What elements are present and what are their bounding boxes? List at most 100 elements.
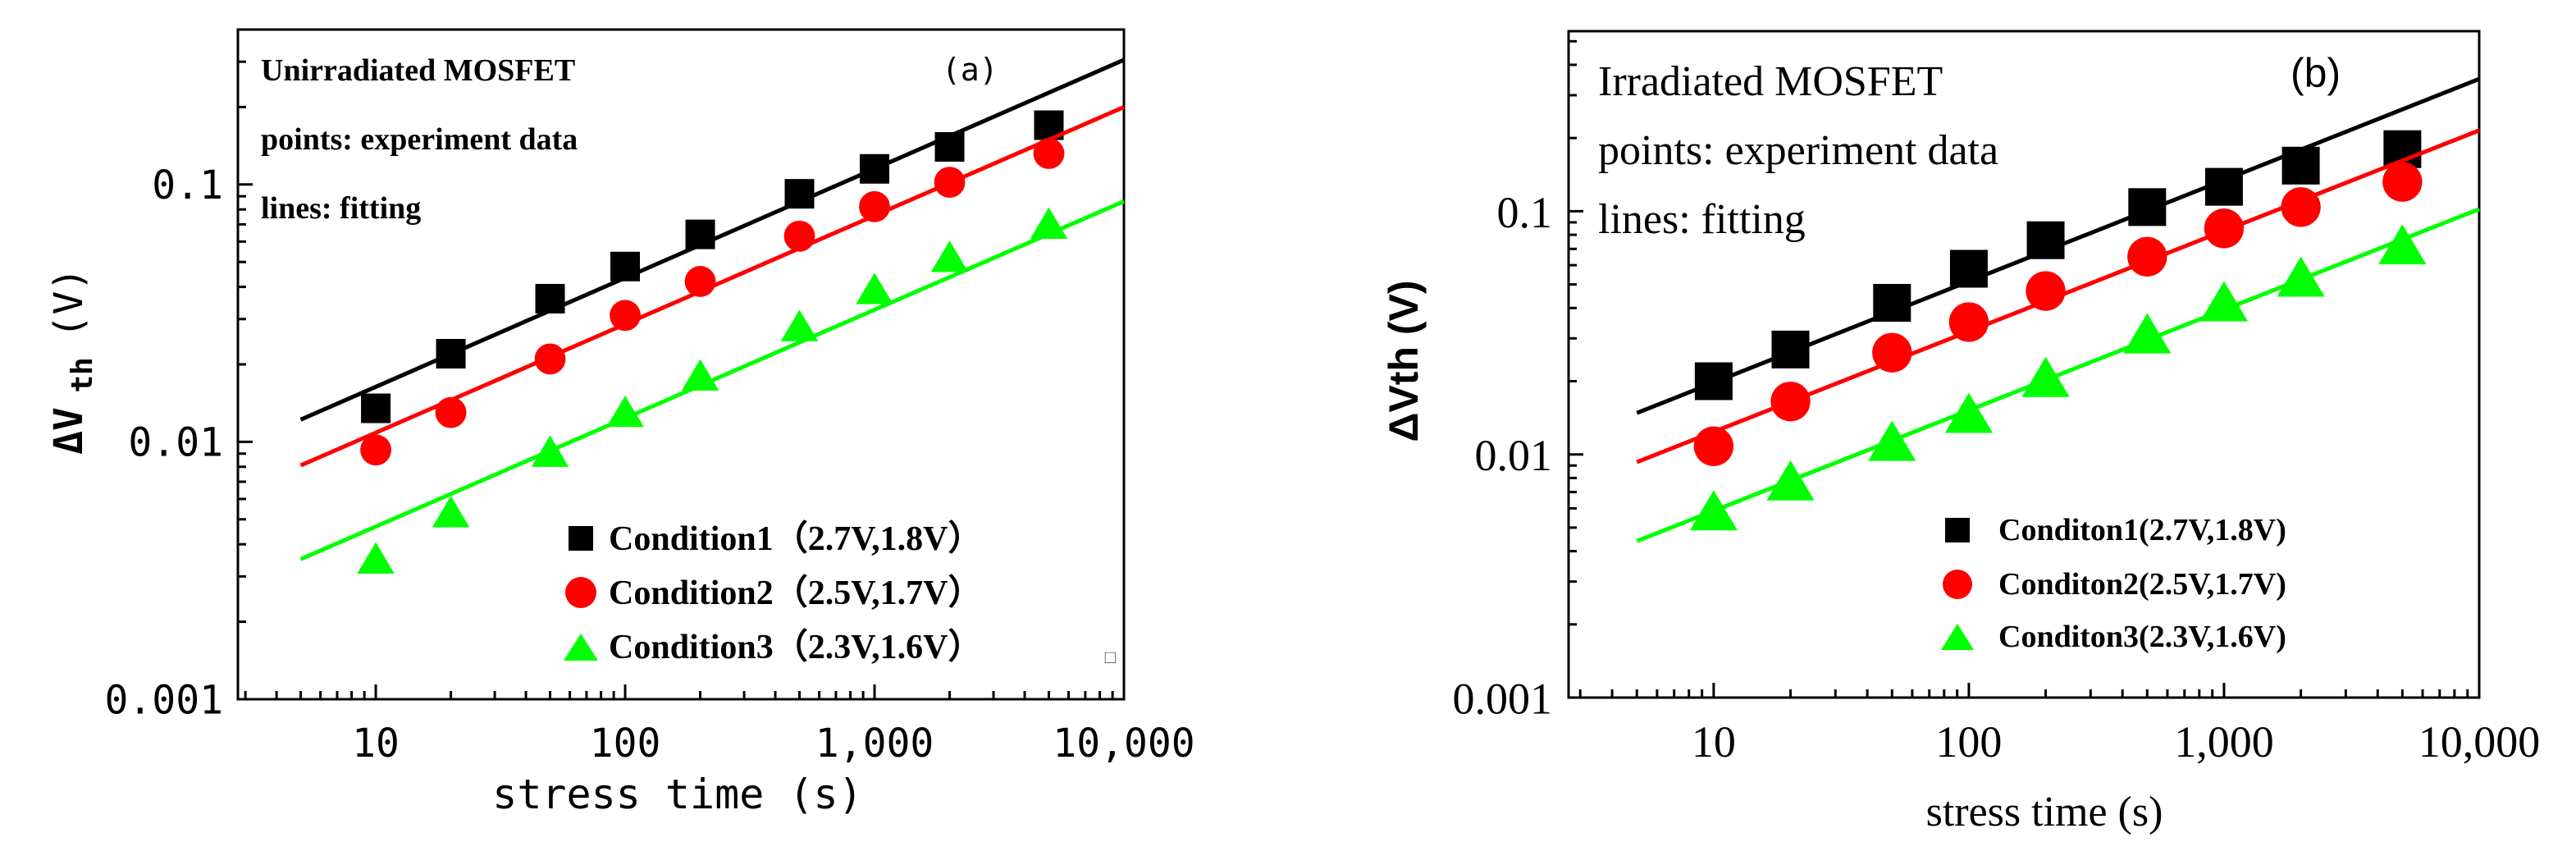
ticks-group-b: 10 100 1,000 10,000 0.001 0.01 0.1 — [1453, 39, 2541, 767]
panel-b-x-tick-label: 10,000 — [2418, 717, 2541, 767]
panel-a-series-2-point — [1033, 138, 1065, 169]
y-axis-label-a-unit: (V) — [46, 268, 92, 339]
panel-b-series-3-point — [2199, 281, 2249, 322]
panel-a-series-1-point — [934, 131, 965, 162]
panel-label-a: (a) — [942, 52, 998, 88]
annotation-a-title: Unirradiated MOSFET — [261, 53, 575, 88]
legend-label-condition1-a: Condition1（2.7V,1.8V） — [609, 519, 982, 558]
panel-a-series-3-point — [357, 542, 395, 574]
panel-a-series-3-point — [531, 435, 569, 467]
panel-b-series-2-point — [2281, 187, 2321, 227]
panel-b-series-3-point — [1689, 490, 1738, 531]
panel-a-series-1-point — [784, 179, 815, 209]
panel-b-series-2-point — [1948, 302, 1989, 342]
chart-panel-a: 10 100 1,000 10,000 0.001 0.01 0.1 Unirradiate… — [46, 28, 1195, 818]
marks-group-b — [1636, 76, 2480, 543]
x-axis-label-a: stress time (s) — [492, 771, 863, 818]
legend-marker-condition1-a — [569, 526, 593, 551]
panel-b-series-1-point — [1694, 362, 1733, 400]
panel-b-y-tick-label: 0.001 — [1453, 674, 1553, 723]
panel-b-series-3-point — [2277, 256, 2325, 297]
x-axis-label-b: stress time (s) — [1926, 789, 2163, 835]
marks-group-a — [299, 57, 1126, 574]
panel-a-series-1-point — [685, 219, 715, 249]
panel-a-series-3-point — [930, 240, 969, 272]
panel-a-series-1-point — [860, 153, 890, 184]
y-axis-label-b: ΔVth (V) — [1381, 280, 1427, 442]
panel-a-series-2-point — [684, 266, 716, 297]
panel-a-x-tick-label: 1,000 — [815, 721, 934, 767]
panel-b-series-3-point — [2378, 224, 2427, 265]
panel-b-series-2-point — [1770, 382, 1811, 422]
annotation-b-title: Irradiated MOSFET — [1598, 58, 1943, 105]
panel-a-series-2-point — [934, 167, 966, 199]
panel-a-series-3-point — [432, 496, 470, 528]
legend-label-condition2-a: Condition2（2.5V,1.7V） — [609, 574, 982, 612]
legend-b: Conditon1(2.7V,1.8V) Conditon2(2.5V,1.7V… — [1941, 513, 2286, 654]
panel-b-series-2-point — [2026, 271, 2066, 311]
panel-a-y-tick-label: 0.01 — [128, 420, 223, 466]
panel-b-series-3-point — [2123, 313, 2172, 354]
panel-b-series-2-point — [1872, 332, 1912, 373]
panel-a-series-1-point — [361, 393, 391, 423]
panel-a-series-3-point — [606, 395, 644, 428]
panel-b-series-1-point — [2128, 188, 2167, 227]
panel-b-series-2-point — [2127, 236, 2167, 277]
panel-a-x-tick-label: 100 — [590, 721, 661, 767]
panel-b-series-3-point — [1868, 420, 1916, 461]
panel-a-series-1-point — [436, 339, 466, 369]
annotation-b-points: points: experiment data — [1598, 127, 1998, 174]
annotation-a-lines: lines: fitting — [261, 191, 421, 226]
panel-a-series-3-point — [856, 272, 893, 304]
panel-b-series-1-point — [1949, 249, 1988, 288]
panel-b-series-3-point — [1944, 392, 1994, 433]
panel-b-series-1-point — [2026, 221, 2065, 259]
panel-a-series-3-point — [681, 359, 719, 391]
panel-a-series-2-point — [435, 396, 467, 428]
legend-label-condition3-b: Conditon3(2.3V,1.6V) — [1998, 620, 2286, 654]
panel-b-series-2-point — [1693, 426, 1734, 466]
legend-label-condition2-b: Conditon2(2.5V,1.7V) — [1998, 567, 2286, 602]
legend-a: Condition1（2.7V,1.8V） Condition2（2.5V,1.… — [564, 519, 1116, 667]
legend-marker-condition3-a — [564, 634, 598, 661]
legend-marker-condition2-a — [565, 577, 596, 608]
panel-a-series-1-point — [610, 251, 641, 281]
panel-a-x-tick-label: 10,000 — [1053, 721, 1194, 767]
legend-label-condition3-a: Condition3（2.3V,1.6V） — [609, 628, 982, 666]
panel-a-series-2-point — [610, 300, 641, 332]
panel-a-series-2-point — [534, 343, 566, 375]
panel-a-x-tick-label: 10 — [352, 721, 400, 767]
panel-b-series-1-point — [1873, 284, 1911, 323]
panel-b-series-1-point — [1771, 330, 1810, 368]
ticks-group-a: 10 100 1,000 10,000 0.001 0.01 0.1 — [105, 28, 1195, 767]
annotation-b-lines: lines: fitting — [1598, 196, 1806, 243]
panel-b-series-1-point — [2281, 146, 2320, 185]
panel-b-series-2-point — [2382, 162, 2423, 202]
panel-b-series-3-point — [2021, 356, 2070, 397]
extra-mark-a: □ — [1105, 647, 1116, 667]
legend-label-condition1-b: Conditon1(2.7V,1.8V) — [1998, 513, 2286, 547]
legend-marker-condition1-b — [1945, 518, 1970, 542]
panel-b-x-tick-label: 1,000 — [2174, 717, 2274, 767]
panel-label-b: (b) — [2291, 50, 2341, 96]
panel-b-series-2-point — [2204, 208, 2245, 249]
panel-a-series-2-point — [859, 190, 890, 222]
panel-a-series-3-point — [780, 309, 819, 341]
panel-a-series-3-point — [1030, 207, 1068, 239]
y-axis-label-a: ΔV th (V) — [46, 268, 99, 455]
panel-b-x-tick-label: 10 — [1692, 717, 1736, 767]
panel-b-y-tick-label: 0.01 — [1475, 431, 1553, 480]
panel-b-series-3-point — [1766, 460, 1815, 501]
y-axis-label-a-main: ΔV — [46, 407, 92, 455]
panel-a-series-2-point — [360, 434, 391, 466]
panel-a-series-1-point — [535, 283, 565, 314]
panel-b-x-tick-label: 100 — [1935, 717, 2002, 767]
panel-a-series-2-point — [783, 220, 815, 252]
y-axis-label-a-sub: th — [66, 357, 99, 392]
panel-a-y-tick-label: 0.001 — [105, 677, 224, 723]
panel-a-y-tick-label: 0.1 — [152, 162, 223, 208]
legend-marker-condition2-b — [1943, 570, 1972, 599]
legend-marker-condition3-b — [1941, 624, 1974, 650]
